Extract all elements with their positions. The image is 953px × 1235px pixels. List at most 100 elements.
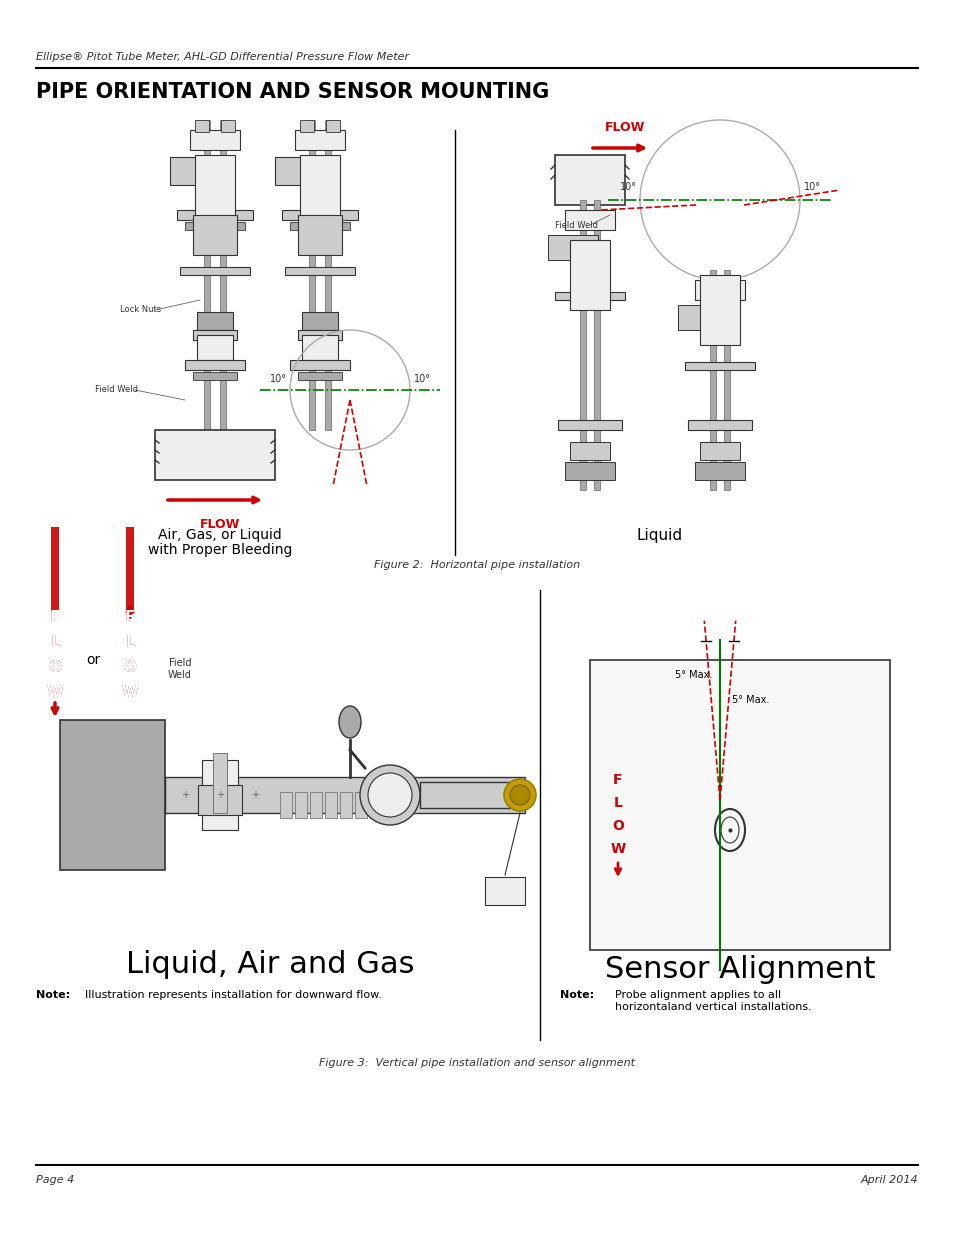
Text: 10°: 10° (802, 182, 820, 191)
Bar (170, 157, 225, 185)
Bar (569, 442, 609, 459)
Bar (484, 877, 524, 905)
Text: Note:: Note: (36, 990, 71, 1000)
Bar (204, 120, 210, 430)
Bar (198, 785, 242, 815)
Text: Liquid, Air and Gas: Liquid, Air and Gas (126, 950, 414, 979)
Text: W: W (47, 685, 63, 700)
Text: F: F (125, 610, 135, 625)
Bar (564, 210, 615, 230)
Text: Field
Weld: Field Weld (168, 658, 192, 679)
Bar (165, 777, 524, 813)
Bar (274, 157, 330, 185)
Text: Sensor Alignment: Sensor Alignment (604, 955, 874, 984)
Circle shape (368, 773, 412, 818)
Circle shape (503, 779, 536, 811)
Bar (290, 222, 350, 230)
Text: 10°: 10° (618, 182, 636, 191)
Text: F: F (613, 773, 622, 787)
Text: Note:: Note: (559, 990, 594, 1000)
Bar (297, 330, 341, 340)
Text: O: O (612, 819, 623, 832)
Bar (589, 659, 889, 950)
Text: Illustration represents installation for downward flow.: Illustration represents installation for… (85, 990, 381, 1000)
Text: 10°: 10° (269, 374, 286, 384)
Text: +: + (181, 790, 189, 800)
Text: W: W (610, 842, 625, 856)
Bar (385, 792, 396, 818)
Bar (547, 235, 598, 261)
Bar (310, 792, 322, 818)
Text: W: W (121, 685, 138, 700)
Bar (709, 270, 716, 490)
Bar (555, 291, 624, 300)
Bar (202, 760, 237, 830)
Bar (339, 792, 352, 818)
Text: 5° Max.: 5° Max. (674, 671, 711, 680)
Text: with Proper Bleeding: with Proper Bleeding (148, 543, 292, 557)
Text: +: + (251, 790, 258, 800)
Text: Ellipse® Pitot Tube Meter, AHL-GD Differential Pressure Flow Meter: Ellipse® Pitot Tube Meter, AHL-GD Differ… (36, 52, 409, 62)
Text: F: F (50, 610, 60, 625)
Bar (299, 120, 314, 132)
Bar (196, 312, 233, 330)
Bar (594, 200, 599, 490)
Bar (221, 120, 234, 132)
Bar (325, 120, 331, 430)
Bar (194, 120, 209, 132)
Bar (700, 442, 740, 459)
Text: O: O (123, 659, 136, 676)
Bar (370, 792, 381, 818)
Text: F: F (50, 610, 60, 625)
Text: Probe alignment applies to all
horizontaland vertical installations.: Probe alignment applies to all horizonta… (615, 990, 811, 1011)
Text: L: L (125, 635, 134, 650)
Bar (126, 527, 133, 613)
Text: O: O (49, 659, 61, 676)
Bar (280, 792, 292, 818)
Text: Liquid: Liquid (637, 529, 682, 543)
Text: 5° Max.: 5° Max. (731, 695, 768, 705)
Text: FLOW: FLOW (604, 121, 644, 135)
Text: Figure 2:  Horizontal pipe installation: Figure 2: Horizontal pipe installation (374, 559, 579, 571)
Text: L: L (613, 797, 621, 810)
Text: W: W (47, 685, 63, 700)
Bar (282, 210, 357, 220)
Bar (564, 462, 615, 480)
Bar (185, 359, 245, 370)
Bar (297, 215, 341, 254)
Bar (355, 792, 367, 818)
Bar (51, 527, 59, 613)
Text: or: or (86, 653, 100, 667)
Bar (695, 280, 744, 300)
Text: Field Weld: Field Weld (95, 385, 138, 394)
Bar (569, 240, 609, 310)
Bar (285, 267, 355, 275)
Text: Page 4: Page 4 (36, 1174, 74, 1186)
Bar (220, 120, 226, 430)
Text: L: L (51, 635, 60, 650)
Text: +: + (215, 790, 224, 800)
Text: W: W (121, 685, 138, 700)
Bar (297, 372, 341, 380)
Text: Figure 3:  Vertical pipe installation and sensor alignment: Figure 3: Vertical pipe installation and… (318, 1058, 635, 1068)
Bar (193, 372, 236, 380)
Bar (419, 782, 510, 808)
Text: L: L (125, 635, 134, 650)
Bar (579, 200, 585, 490)
Text: Lock Nuts: Lock Nuts (120, 305, 161, 315)
Bar (684, 362, 754, 370)
Text: Field Weld: Field Weld (555, 221, 598, 230)
Bar (687, 420, 751, 430)
Bar (177, 210, 253, 220)
Circle shape (359, 764, 419, 825)
Bar (185, 222, 245, 230)
Text: FLOW: FLOW (199, 517, 240, 531)
Text: O: O (49, 659, 61, 676)
Bar (193, 215, 236, 254)
Text: Air, Gas, or Liquid: Air, Gas, or Liquid (158, 529, 281, 542)
Bar (325, 792, 336, 818)
Text: 10°: 10° (413, 374, 430, 384)
Bar (723, 270, 729, 490)
Bar (294, 792, 307, 818)
Bar (213, 753, 227, 813)
